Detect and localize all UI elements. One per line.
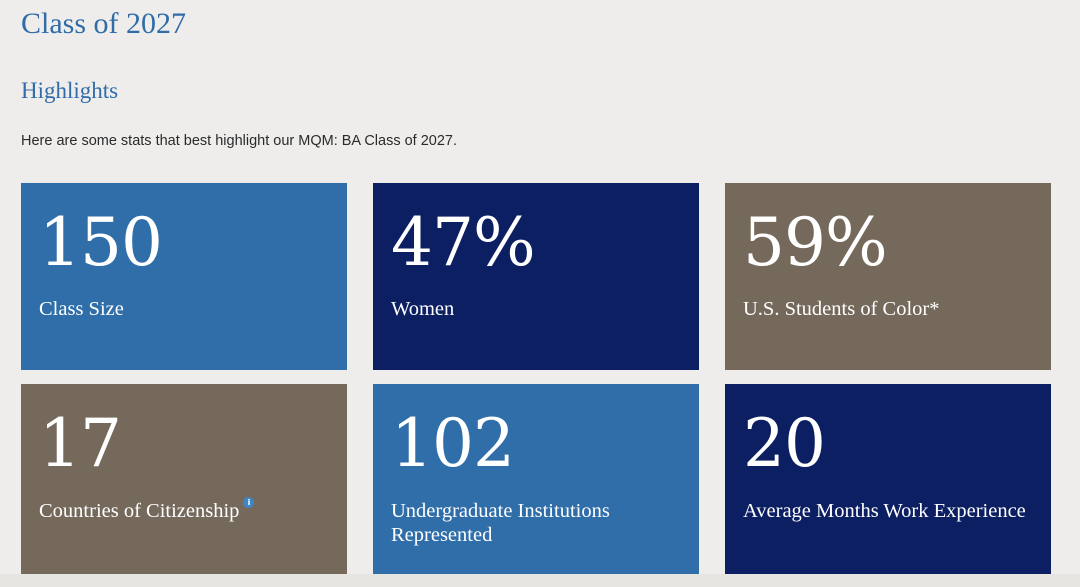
- stat-value: 102: [391, 405, 515, 482]
- stat-card-students-of-color: 59% U.S. Students of Color*: [725, 183, 1051, 370]
- info-icon[interactable]: i: [243, 497, 255, 508]
- stat-label: Countries of Citizenship i: [39, 497, 329, 523]
- page-title: Class of 2027: [21, 7, 186, 40]
- page-bottom-edge: [0, 574, 1080, 587]
- stat-label: Undergraduate Institutions Represented: [391, 500, 610, 546]
- stat-card-countries: 17 Countries of Citizenship i: [21, 384, 347, 574]
- stat-label-text: Countries of Citizenship: [39, 500, 240, 522]
- stat-label: Class Size: [39, 298, 124, 320]
- intro-text: Here are some stats that best highlight …: [21, 133, 458, 149]
- stat-value: 47%: [391, 204, 536, 281]
- stat-label: Women: [391, 298, 455, 320]
- stat-card-women: 47% Women: [373, 183, 699, 370]
- stat-label: Average Months Work Experience: [743, 500, 1026, 522]
- stat-label: U.S. Students of Color*: [743, 298, 940, 320]
- stat-value: 150: [39, 204, 163, 281]
- section-title-highlights: Highlights: [21, 78, 119, 103]
- stat-card-institutions: 102 Undergraduate Institutions Represent…: [373, 384, 699, 574]
- stat-card-work-experience: 20 Average Months Work Experience: [725, 384, 1051, 574]
- stat-value: 17: [39, 405, 122, 482]
- stat-card-class-size: 150 Class Size: [21, 183, 347, 370]
- stat-value: 59%: [743, 204, 888, 281]
- stat-value: 20: [743, 405, 826, 482]
